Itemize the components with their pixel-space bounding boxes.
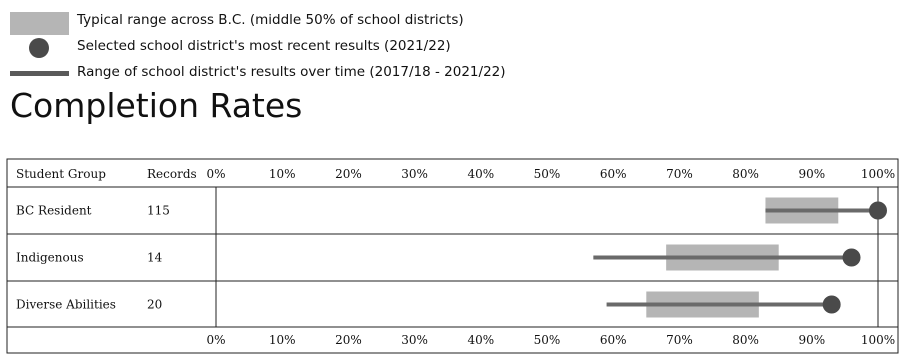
tick-label-top: 10% <box>269 167 296 181</box>
row-label-records: 115 <box>147 204 170 218</box>
tick-label-bottom: 80% <box>732 333 759 347</box>
tick-label-top: 90% <box>798 167 825 181</box>
tick-label-bottom: 70% <box>666 333 693 347</box>
chart-marks <box>593 197 887 318</box>
legend-swatch-line <box>10 71 69 76</box>
tick-label-bottom: 60% <box>600 333 627 347</box>
row-label-group: BC Resident <box>16 204 92 218</box>
tick-label-top: 0% <box>206 167 225 181</box>
tick-label-top: 20% <box>335 167 362 181</box>
chart-title: Completion Rates <box>10 86 303 125</box>
recent-result-dot <box>822 295 841 314</box>
column-header-records: Records <box>147 167 197 181</box>
column-header-group: Student Group <box>16 167 106 181</box>
tick-label-bottom: 20% <box>335 333 362 347</box>
legend-swatch-range <box>10 12 69 35</box>
tick-label-top: 50% <box>534 167 561 181</box>
tick-label-bottom: 30% <box>401 333 428 347</box>
tick-label-top: 40% <box>467 167 494 181</box>
tick-label-top: 30% <box>401 167 428 181</box>
tick-label-bottom: 100% <box>861 333 895 347</box>
recent-result-dot <box>842 248 861 267</box>
recent-result-dot <box>869 201 887 220</box>
row-label-records: 14 <box>147 251 163 265</box>
tick-label-bottom: 50% <box>534 333 561 347</box>
tick-label-bottom: 40% <box>467 333 494 347</box>
tick-label-bottom: 0% <box>206 333 225 347</box>
row-label-group: Indigenous <box>16 251 84 265</box>
legend-label-recent: Selected school district's most recent r… <box>77 38 451 54</box>
tick-label-bottom: 90% <box>798 333 825 347</box>
table-lines <box>7 186 898 328</box>
tick-label-top: 100% <box>861 167 895 181</box>
table-rows: BC Resident 115 Indigenous 14 Diverse Abilit… <box>16 204 170 312</box>
row-label-records: 20 <box>147 298 162 312</box>
legend-label-over-time: Range of school district's results over … <box>77 64 506 80</box>
tick-label-top: 60% <box>600 167 627 181</box>
tick-label-top: 70% <box>666 167 693 181</box>
legend-swatch-dot <box>29 38 49 58</box>
row-label-group: Diverse Abilities <box>16 298 116 312</box>
axis-tick-labels: 0% 0% 10% 10% 20% 20% 30% 30% 40% 40% 50% 50% 60% 60%… <box>206 167 895 347</box>
legend-label-typical-range: Typical range across B.C. (middle 50% of… <box>77 12 464 28</box>
table-frame <box>6 158 899 354</box>
tick-label-top: 80% <box>732 167 759 181</box>
tick-label-bottom: 10% <box>269 333 296 347</box>
